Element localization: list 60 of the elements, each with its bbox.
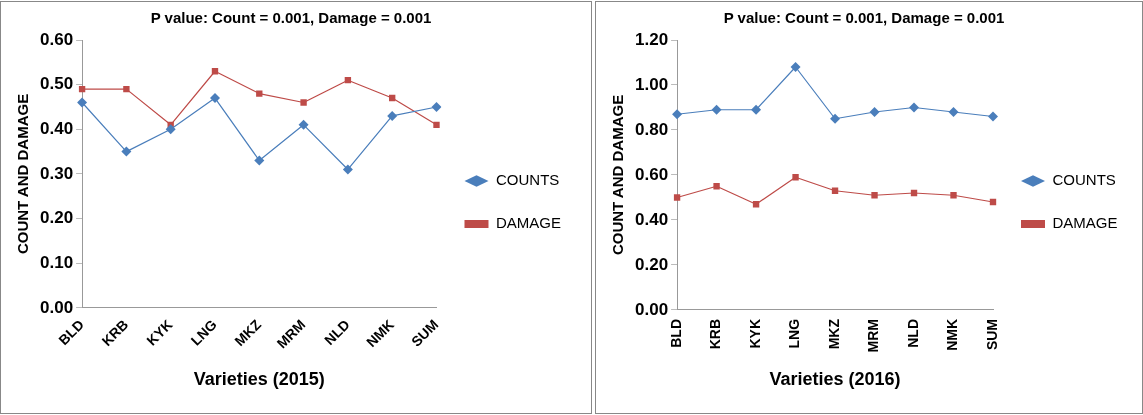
y-tick-label: 0.20 (39, 208, 74, 228)
legend-label: DAMAGE (1052, 214, 1118, 232)
point (713, 183, 720, 190)
y-tick-label: 0.30 (39, 163, 74, 183)
point (792, 174, 799, 181)
y-tick-label: 0.50 (39, 74, 74, 94)
point (209, 93, 220, 104)
point (988, 111, 998, 122)
point (342, 164, 353, 175)
point (433, 121, 440, 129)
y-tick-label: 0.40 (39, 118, 74, 138)
point (871, 192, 878, 199)
x-axis-title: Varieties (2016) (769, 369, 901, 390)
y-tick-label: 0.00 (634, 299, 669, 319)
point (254, 155, 265, 166)
y-tick-label: 0.40 (634, 209, 669, 229)
legend-label: DAMAGE (495, 214, 562, 232)
y-tick-label: 0.60 (39, 29, 74, 49)
y-tick-label: 0.00 (39, 297, 74, 317)
point (869, 106, 880, 117)
point (751, 104, 762, 115)
x-tick-label: MRM (865, 318, 882, 353)
x-axis-title: Varieties (2015) (193, 369, 325, 390)
y-tick-label: 0.20 (634, 254, 669, 274)
y-axis-title: COUNT AND DAMAGE (609, 94, 627, 256)
legend-label: COUNTS (1052, 171, 1116, 189)
chart-title: P value: Count = 0.001, Damage = 0.001 (723, 9, 1005, 27)
point (673, 194, 681, 201)
point (165, 124, 176, 135)
point (830, 113, 841, 124)
y-tick-label: 0.60 (634, 164, 669, 184)
x-tick-label: SUM (983, 318, 1000, 351)
chart-title: P value: Count = 0.001, Damage = 0.001 (150, 9, 432, 27)
x-tick-label: KRB (707, 318, 724, 350)
point (77, 97, 88, 108)
point (711, 104, 722, 115)
point (256, 90, 263, 97)
point (300, 99, 307, 106)
point (431, 101, 442, 112)
legend-label: COUNTS (495, 171, 560, 189)
y-tick-label: 1.20 (634, 29, 669, 49)
point (948, 106, 959, 117)
x-tick-label: BLD (667, 318, 684, 348)
point (387, 110, 398, 121)
y-tick-label: 0.10 (39, 252, 74, 272)
x-tick-label: NLD (904, 318, 921, 348)
point (950, 192, 957, 199)
point (298, 119, 309, 130)
point (123, 85, 130, 93)
point (790, 62, 801, 72)
y-tick-label: 1.00 (634, 74, 669, 94)
y-tick-label: 0.80 (634, 119, 669, 139)
x-tick-label: NMK (944, 318, 961, 351)
x-tick-label: KYK (746, 318, 763, 349)
point (121, 146, 132, 157)
x-tick-label: MKZ (825, 318, 842, 350)
point (672, 109, 683, 120)
x-tick-label: LNG (786, 318, 803, 349)
point (909, 102, 920, 113)
y-axis-title: COUNT AND DAMAGE (14, 93, 32, 255)
